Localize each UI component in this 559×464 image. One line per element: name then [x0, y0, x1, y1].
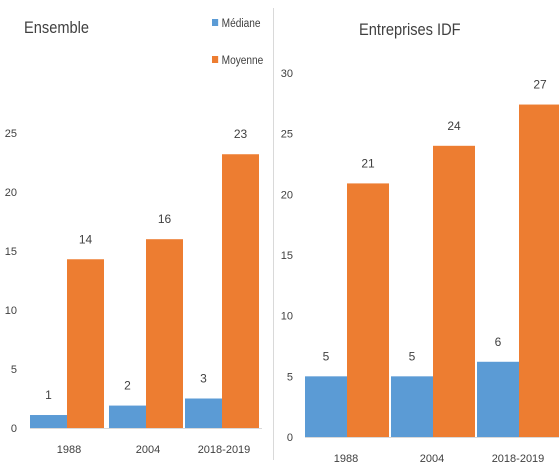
y-tick-label: 0	[287, 432, 293, 444]
bar-moyenne-idf-1988	[347, 183, 389, 437]
data-label: 14	[79, 232, 93, 246]
data-label: 3	[200, 372, 207, 386]
legend-item-moyenne: Moyenne	[212, 55, 263, 67]
y-tick-label: 25	[5, 128, 17, 140]
x-tick-label: 2018-2019	[198, 444, 251, 456]
y-tick-label: 10	[5, 305, 17, 317]
bar-mediane-idf-2018-2019	[477, 361, 519, 437]
data-label: 27	[533, 78, 547, 92]
bar-mediane-ensemble-2018-2019	[185, 398, 222, 428]
bar-moyenne-idf-2004	[433, 145, 475, 438]
right-chart-title: Entreprises IDF	[359, 20, 461, 39]
bar-moyenne-ensemble-2004	[146, 239, 183, 428]
data-label: 2	[124, 379, 131, 393]
legend-label-mediane: Médiane	[221, 18, 261, 30]
y-tick-label: 10	[281, 311, 293, 323]
left-chart-title: Ensemble	[24, 18, 90, 37]
y-tick-label: 0	[11, 423, 17, 435]
y-tick-label: 25	[281, 129, 293, 141]
bar-moyenne-ensemble-1988	[67, 259, 104, 428]
x-tick-label: 2004	[136, 444, 160, 456]
x-tick-label: 2004	[420, 453, 444, 464]
x-tick-label: 1988	[57, 444, 81, 456]
legend-swatch-moyenne	[212, 56, 219, 63]
data-label: 21	[361, 156, 375, 170]
data-label: 24	[447, 119, 461, 133]
y-tick-label: 15	[5, 246, 17, 258]
y-tick-label: 20	[281, 189, 293, 201]
legend-item-mediane: Médiane	[212, 18, 261, 30]
bar-moyenne-idf-2018-2019	[519, 104, 559, 438]
data-label: 5	[323, 349, 330, 363]
data-label: 16	[158, 212, 172, 226]
data-label: 6	[495, 335, 502, 349]
y-tick-label: 15	[281, 250, 293, 262]
data-label: 23	[234, 127, 248, 141]
legend-label-moyenne: Moyenne	[221, 55, 264, 67]
data-label: 5	[409, 349, 416, 363]
bar-moyenne-ensemble-2018-2019	[222, 154, 259, 429]
y-tick-label: 20	[5, 187, 17, 199]
bar-mediane-idf-2004	[391, 376, 433, 437]
data-label: 1	[45, 388, 52, 402]
bar-mediane-idf-1988	[305, 376, 347, 437]
x-tick-label: 1988	[334, 453, 358, 464]
bar-mediane-ensemble-1988	[30, 415, 67, 428]
y-tick-label: 30	[281, 68, 293, 80]
bar-mediane-ensemble-2004	[109, 405, 146, 428]
y-tick-label: 5	[11, 364, 17, 376]
panel-divider	[273, 8, 274, 460]
y-tick-label: 5	[287, 371, 293, 383]
legend-swatch-mediane	[212, 19, 219, 26]
x-tick-label: 2018-2019	[492, 453, 545, 464]
